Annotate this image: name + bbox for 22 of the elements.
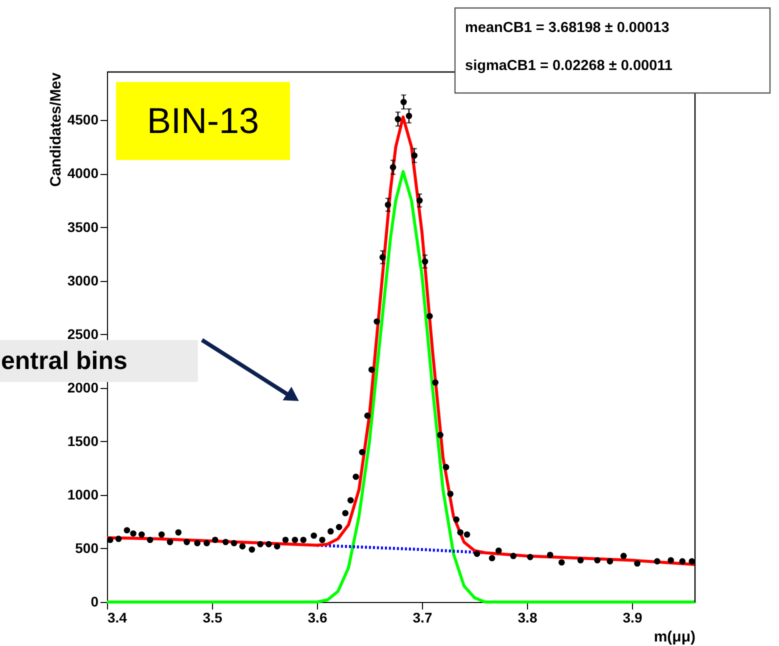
x-tick-label: 3.8 — [518, 610, 538, 626]
y-tick-label: 3500 — [67, 218, 99, 235]
x-tick-label: 3.6 — [308, 610, 328, 626]
y-axis-title: Candidates/Mev — [47, 72, 64, 187]
y-tick-label: 0 — [90, 594, 99, 610]
y-tick-label: 1000 — [67, 486, 99, 502]
y-tick-label: 4500 — [67, 112, 99, 128]
annotation: entral bins — [1, 347, 128, 375]
annotation: sigmaCB1 = 0.02268 ± 0.00011 — [465, 58, 672, 74]
x-tick-label: 3.7 — [412, 610, 432, 626]
x-tick-label: 3.9 — [622, 610, 642, 626]
x-axis-title: m(μμ) — [654, 628, 696, 646]
y-tick-label: 2000 — [67, 379, 99, 396]
annotation: BIN-13 — [146, 100, 260, 141]
y-tick-label: 4000 — [67, 165, 99, 182]
x-tick-label: 3.4 — [108, 610, 128, 626]
text: meanCB1 = 3.68198 ± 0.00013 — [465, 20, 670, 36]
y-tick-label: 500 — [75, 540, 99, 556]
x-tick-label: 3.5 — [202, 610, 222, 626]
y-tick-label: 3000 — [67, 272, 99, 288]
y-tick-label: 2500 — [67, 326, 99, 342]
y-tick-label: 1500 — [67, 432, 99, 449]
